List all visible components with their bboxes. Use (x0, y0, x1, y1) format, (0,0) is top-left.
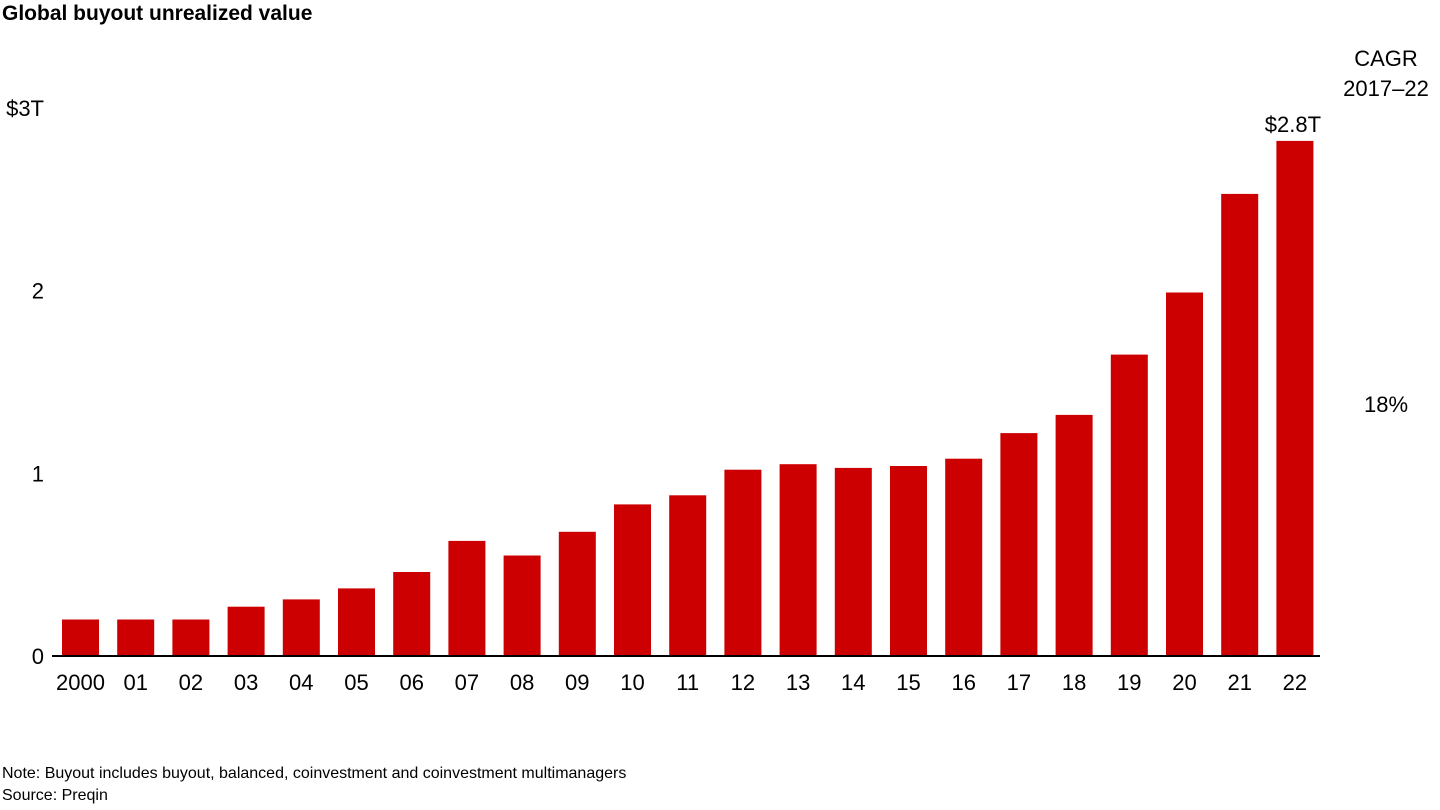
bar-11 (669, 495, 707, 656)
cagr-label-line1: CAGR (1354, 46, 1418, 71)
bar-01 (117, 619, 155, 656)
bar-03 (227, 606, 265, 656)
bar-16 (945, 458, 983, 656)
x-tick-label-10: 10 (620, 670, 644, 695)
bar-2000 (62, 619, 99, 656)
bar-13 (779, 464, 817, 656)
cagr-header: CAGR 2017–22 (1326, 44, 1440, 104)
x-tick-label-12: 12 (731, 670, 755, 695)
bar-17 (1000, 433, 1038, 656)
bar-22 (1276, 140, 1314, 656)
x-tick-label-02: 02 (179, 670, 203, 695)
x-tick-label-16: 16 (951, 670, 975, 695)
note-text: Note: Buyout includes buyout, balanced, … (2, 765, 627, 782)
bar-09 (558, 531, 596, 656)
y-tick-label-0: 0 (32, 644, 44, 669)
x-tick-label-09: 09 (565, 670, 589, 695)
x-tick-label-07: 07 (455, 670, 479, 695)
y-tick-label-3: $3T (6, 96, 44, 121)
x-tick-label-01: 01 (123, 670, 147, 695)
bar-05 (338, 588, 375, 656)
cagr-label-line2: 2017–22 (1343, 76, 1429, 101)
x-tick-label-11: 11 (676, 670, 699, 695)
bar-07 (448, 540, 486, 656)
x-tick-label-2000: 2000 (56, 670, 105, 695)
y-tick-label-1: 1 (32, 461, 44, 486)
bar-06 (393, 572, 431, 656)
bar-19 (1110, 354, 1148, 656)
bars-group (62, 140, 1314, 656)
x-tick-label-19: 19 (1117, 670, 1141, 695)
bar-18 (1055, 414, 1093, 656)
bar-10 (614, 504, 651, 656)
y-axis-ticks: 0 1 2 $3T (6, 96, 44, 669)
data-label-22: $2.8T (1265, 112, 1321, 137)
x-tick-label-18: 18 (1062, 670, 1086, 695)
bar-15 (890, 466, 927, 656)
x-axis-categories: 2000 01 02 03 04 05 06 07 08 09 10 11 12 13 14 15 16 17 18… (56, 670, 1307, 695)
footnote: Note: Buyout includes buyout, balanced, … (2, 763, 626, 807)
bar-04 (282, 599, 320, 656)
x-tick-label-04: 04 (289, 670, 313, 695)
x-tick-label-06: 06 (399, 670, 423, 695)
source-text: Source: Preqin (2, 787, 108, 804)
x-tick-label-17: 17 (1007, 670, 1031, 695)
bar-08 (503, 555, 541, 656)
bar-02 (172, 619, 210, 656)
bar-21 (1221, 193, 1259, 656)
x-tick-label-05: 05 (344, 670, 368, 695)
chart-title: Global buyout unrealized value (2, 2, 313, 25)
bar-14 (834, 467, 872, 656)
cagr-value: 18% (1363, 392, 1409, 417)
x-tick-label-08: 08 (510, 670, 534, 695)
x-tick-label-21: 21 (1227, 670, 1251, 695)
x-tick-label-13: 13 (786, 670, 810, 695)
bar-20 (1166, 292, 1203, 656)
x-tick-label-22: 22 (1283, 670, 1307, 695)
data-labels: $2.8T (1265, 112, 1321, 137)
x-tick-label-03: 03 (234, 670, 258, 695)
bar-12 (724, 469, 762, 656)
x-tick-label-14: 14 (841, 670, 865, 695)
x-tick-label-20: 20 (1172, 670, 1196, 695)
x-tick-label-15: 15 (896, 670, 920, 695)
bar-chart: 012$3T 2000 01 02 03 04 05 06 07 08 09 10 11 12 13 14 1… (6, 96, 1321, 695)
y-tick-label-2: 2 (32, 279, 44, 304)
